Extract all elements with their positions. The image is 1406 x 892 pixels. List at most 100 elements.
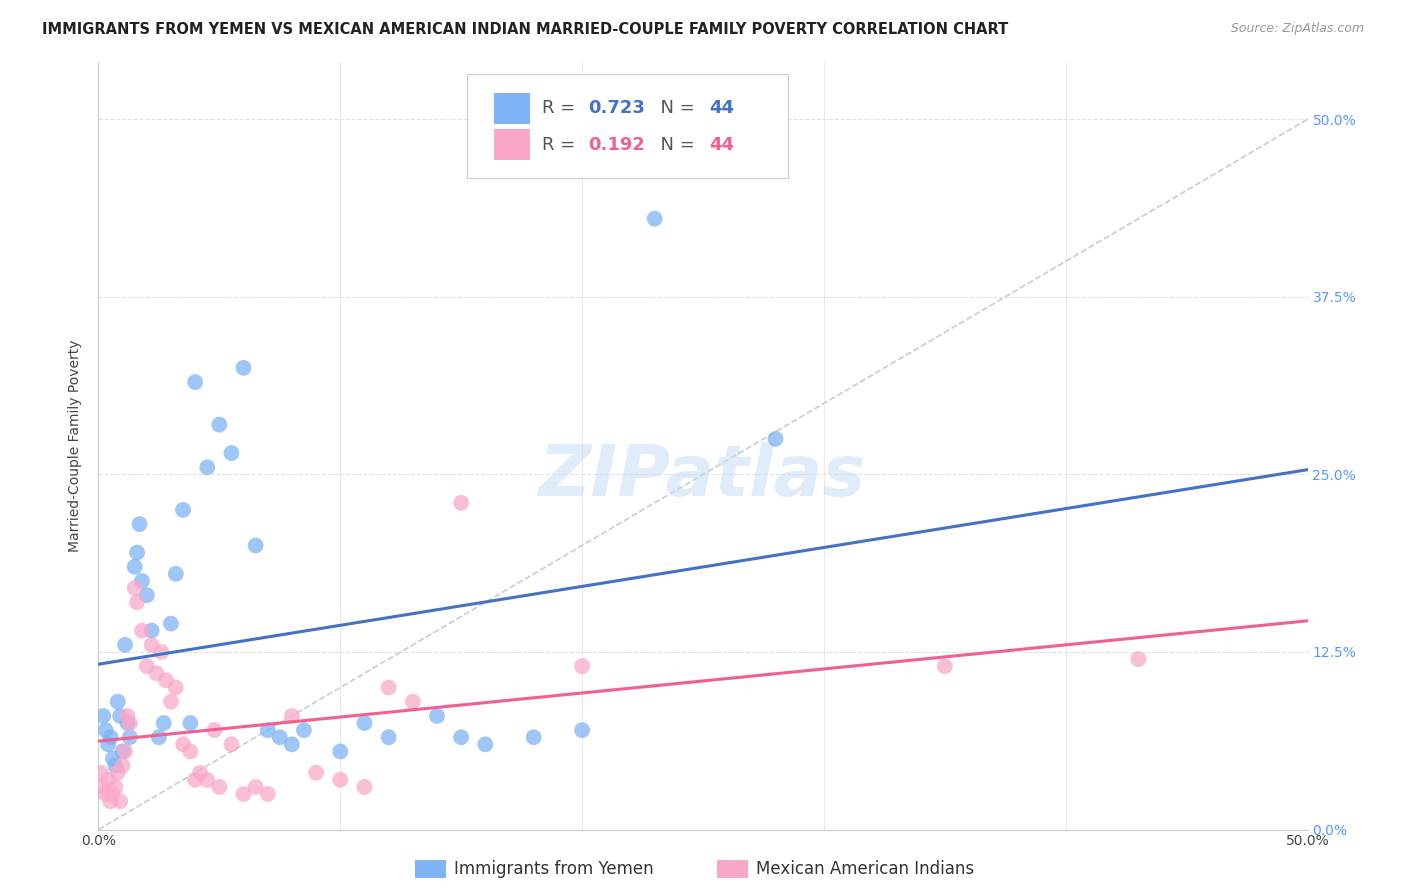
Point	[94, 787, 117, 801]
Point	[195, 460, 218, 475]
Point	[934, 659, 956, 673]
Point	[208, 780, 231, 794]
Text: 44: 44	[709, 100, 734, 118]
Text: 0.723: 0.723	[588, 100, 645, 118]
Point	[155, 673, 177, 688]
Point	[160, 616, 183, 631]
Point	[101, 751, 124, 765]
Point	[188, 765, 211, 780]
Point	[204, 723, 226, 738]
Point	[450, 730, 472, 744]
Point	[100, 794, 122, 808]
Text: Mexican American Indians: Mexican American Indians	[756, 860, 974, 878]
Point	[114, 744, 136, 758]
Point	[765, 432, 787, 446]
Point	[353, 780, 375, 794]
Point	[571, 723, 593, 738]
Point	[160, 695, 183, 709]
Point	[141, 638, 163, 652]
Point	[107, 695, 129, 709]
Point	[117, 716, 139, 731]
Point	[184, 375, 207, 389]
Text: N =: N =	[648, 100, 700, 118]
Point	[114, 638, 136, 652]
Text: 44: 44	[709, 136, 734, 153]
Point	[91, 709, 114, 723]
Point	[184, 772, 207, 787]
Point	[101, 787, 124, 801]
Point	[571, 659, 593, 673]
Point	[97, 772, 120, 787]
Point	[131, 574, 153, 588]
Point	[523, 730, 546, 744]
Point	[148, 730, 170, 744]
Point	[127, 545, 149, 559]
Text: R =: R =	[543, 100, 581, 118]
Point	[118, 730, 141, 744]
Point	[179, 716, 201, 731]
Point	[104, 758, 127, 772]
Point	[377, 681, 399, 695]
Text: ZIPatlas: ZIPatlas	[540, 442, 866, 511]
Point	[97, 737, 120, 751]
Text: 0.192: 0.192	[588, 136, 645, 153]
Point	[450, 496, 472, 510]
Point	[150, 645, 173, 659]
Point	[644, 211, 666, 226]
Point	[94, 723, 117, 738]
Point	[131, 624, 153, 638]
Point	[292, 723, 315, 738]
Point	[90, 765, 112, 780]
Text: Source: ZipAtlas.com: Source: ZipAtlas.com	[1230, 22, 1364, 36]
Point	[269, 730, 291, 744]
Point	[256, 723, 278, 738]
Point	[305, 765, 328, 780]
Point	[232, 787, 254, 801]
Point	[91, 780, 114, 794]
Text: R =: R =	[543, 136, 581, 153]
Point	[377, 730, 399, 744]
Point	[245, 780, 267, 794]
Point	[108, 794, 131, 808]
Point	[221, 737, 243, 751]
Point	[402, 695, 425, 709]
Point	[107, 765, 129, 780]
Point	[232, 360, 254, 375]
Point	[117, 709, 139, 723]
Point	[256, 787, 278, 801]
Point	[127, 595, 149, 609]
Point	[353, 716, 375, 731]
Point	[329, 772, 352, 787]
Point	[221, 446, 243, 460]
Point	[104, 780, 127, 794]
Point	[145, 666, 167, 681]
Point	[135, 588, 157, 602]
Point	[245, 538, 267, 552]
Point	[179, 744, 201, 758]
Point	[172, 503, 194, 517]
Point	[128, 517, 150, 532]
Point	[1128, 652, 1150, 666]
Point	[124, 581, 146, 595]
Point	[195, 772, 218, 787]
Point	[474, 737, 496, 751]
FancyBboxPatch shape	[494, 129, 530, 160]
Point	[281, 737, 304, 751]
Point	[108, 709, 131, 723]
Point	[172, 737, 194, 751]
Point	[100, 730, 122, 744]
Text: IMMIGRANTS FROM YEMEN VS MEXICAN AMERICAN INDIAN MARRIED-COUPLE FAMILY POVERTY C: IMMIGRANTS FROM YEMEN VS MEXICAN AMERICA…	[42, 22, 1008, 37]
Point	[165, 566, 187, 581]
Point	[281, 709, 304, 723]
FancyBboxPatch shape	[467, 74, 787, 178]
Point	[165, 681, 187, 695]
Point	[141, 624, 163, 638]
Point	[118, 716, 141, 731]
Point	[208, 417, 231, 432]
Text: N =: N =	[648, 136, 700, 153]
Y-axis label: Married-Couple Family Poverty: Married-Couple Family Poverty	[69, 340, 83, 552]
Point	[135, 659, 157, 673]
Point	[124, 559, 146, 574]
Point	[426, 709, 449, 723]
Point	[111, 758, 134, 772]
